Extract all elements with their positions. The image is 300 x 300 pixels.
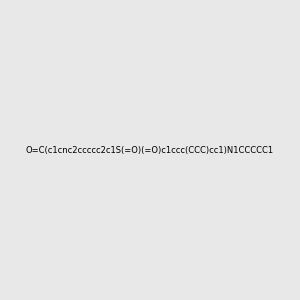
Text: O=C(c1cnc2ccccc2c1S(=O)(=O)c1ccc(CCC)cc1)N1CCCCC1: O=C(c1cnc2ccccc2c1S(=O)(=O)c1ccc(CCC)cc1… bbox=[26, 146, 274, 154]
